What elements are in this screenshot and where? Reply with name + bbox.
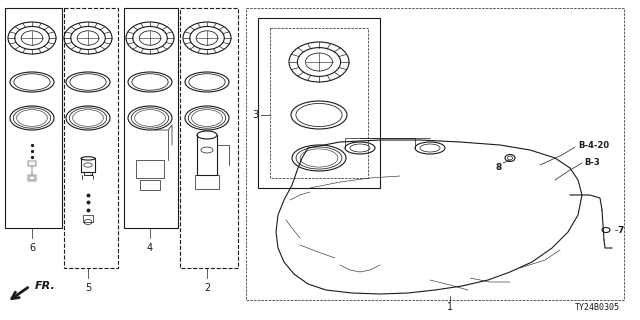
Bar [64,8,118,268]
Bar [270,28,368,178]
Bar [83,215,93,222]
Text: 2: 2 [204,283,210,293]
Bar [195,175,219,189]
Bar [258,18,380,188]
Text: 5: 5 [85,283,91,293]
Bar [28,175,36,181]
Bar [5,8,62,228]
Bar [28,161,36,166]
Text: 4: 4 [147,243,153,253]
Bar [246,8,624,300]
Bar [136,160,164,178]
Text: B-3: B-3 [584,157,600,166]
Text: 6: 6 [29,243,35,253]
Bar [180,8,238,268]
Text: 1: 1 [447,302,453,312]
Text: B-4-20: B-4-20 [578,140,609,149]
Bar [140,180,160,190]
Text: 3: 3 [252,110,258,120]
Text: 7: 7 [617,226,623,235]
Text: 8: 8 [496,163,502,172]
Bar [124,8,178,228]
Text: FR.: FR. [35,281,56,291]
Text: TY24B0305: TY24B0305 [575,303,620,312]
